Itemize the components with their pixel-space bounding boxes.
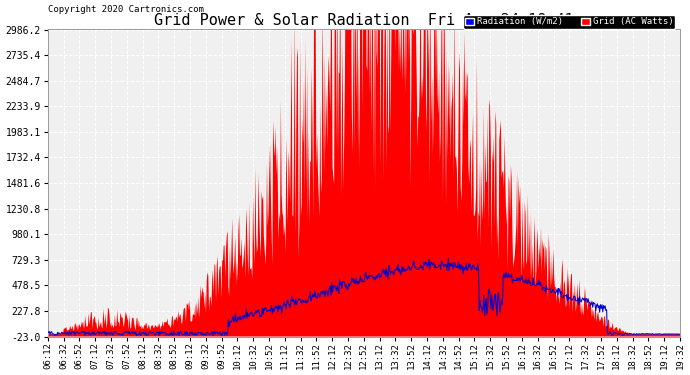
Title: Grid Power & Solar Radiation  Fri Apr 24 19:41: Grid Power & Solar Radiation Fri Apr 24 … [154, 13, 573, 28]
Text: Copyright 2020 Cartronics.com: Copyright 2020 Cartronics.com [48, 4, 204, 13]
Legend: Radiation (W/m2), Grid (AC Watts): Radiation (W/m2), Grid (AC Watts) [463, 15, 676, 28]
